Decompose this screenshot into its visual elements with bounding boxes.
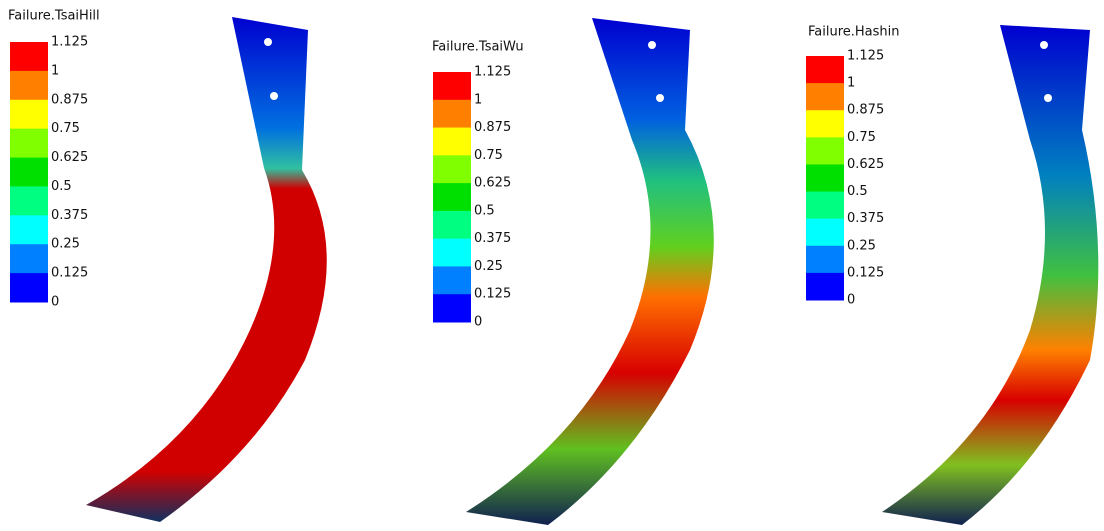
legend-band xyxy=(433,238,471,267)
legend-label: 0.5 xyxy=(847,184,868,199)
legend-label: 1 xyxy=(51,63,59,78)
legend-label: 0.5 xyxy=(51,179,72,194)
legend-label: 0.125 xyxy=(847,265,884,280)
legend-label: 0.75 xyxy=(474,148,503,163)
legend-label: 0.75 xyxy=(847,130,876,145)
legend-label: 0.875 xyxy=(847,103,884,118)
legend-band xyxy=(433,183,471,212)
legend-band xyxy=(10,273,48,303)
legend-label: 0.625 xyxy=(51,150,88,165)
legend-label: 0 xyxy=(51,295,59,310)
legend-title: Failure.Hashin xyxy=(808,25,900,40)
legend-label: 1.125 xyxy=(51,35,88,50)
legend-band xyxy=(806,83,844,111)
legend-label: 0.25 xyxy=(847,238,876,253)
legend-band xyxy=(433,127,471,156)
legend-band xyxy=(10,99,48,130)
legend-label: 0.25 xyxy=(51,237,80,252)
legend-label: 0.375 xyxy=(847,211,884,226)
legend-band xyxy=(433,72,471,101)
legend-band xyxy=(10,128,48,159)
legend-label: 0.75 xyxy=(51,121,80,136)
legend-band xyxy=(806,137,844,165)
legend-band xyxy=(10,157,48,187)
strip-tsaihill xyxy=(86,17,327,522)
strip-tsaiwu xyxy=(466,18,714,525)
legend-band xyxy=(433,155,471,184)
legend-label: 0 xyxy=(474,315,482,330)
legend-label: 1 xyxy=(474,92,482,107)
legend-band xyxy=(806,110,844,138)
legend-label: 0.875 xyxy=(51,92,88,107)
legend-band xyxy=(806,191,844,220)
legend-label: 1 xyxy=(847,76,855,91)
legend-band xyxy=(433,294,471,323)
legend-label: 0 xyxy=(847,293,855,308)
legend-band xyxy=(10,244,48,274)
legend-title: Failure.TsaiHill xyxy=(8,9,100,24)
legend-band xyxy=(806,56,844,84)
legend-band xyxy=(806,245,844,274)
legend-band xyxy=(10,70,48,101)
legend-title: Failure.TsaiWu xyxy=(432,40,524,55)
legend-band xyxy=(433,266,471,295)
legend-band xyxy=(806,218,844,247)
legend-label: 1.125 xyxy=(847,49,884,64)
legend-band xyxy=(10,186,48,216)
legend-label: 0.125 xyxy=(51,266,88,281)
legend-label: 0.625 xyxy=(847,157,884,172)
legend-band xyxy=(806,164,844,193)
legend-band xyxy=(433,99,471,129)
legend-label: 0.875 xyxy=(474,120,511,135)
legend-label: 0.375 xyxy=(474,231,511,246)
legend-band xyxy=(10,215,48,245)
legend-band xyxy=(806,272,844,301)
strip-hashin xyxy=(882,25,1099,525)
legend-label: 0.25 xyxy=(474,259,503,274)
legend-label: 0.5 xyxy=(474,203,495,218)
legend-band xyxy=(10,42,48,72)
legend-label: 0.375 xyxy=(51,208,88,223)
legend-band xyxy=(433,210,471,240)
legend-label: 1.125 xyxy=(474,65,511,80)
legend-label: 0.125 xyxy=(474,287,511,302)
legend-label: 0.625 xyxy=(474,176,511,191)
